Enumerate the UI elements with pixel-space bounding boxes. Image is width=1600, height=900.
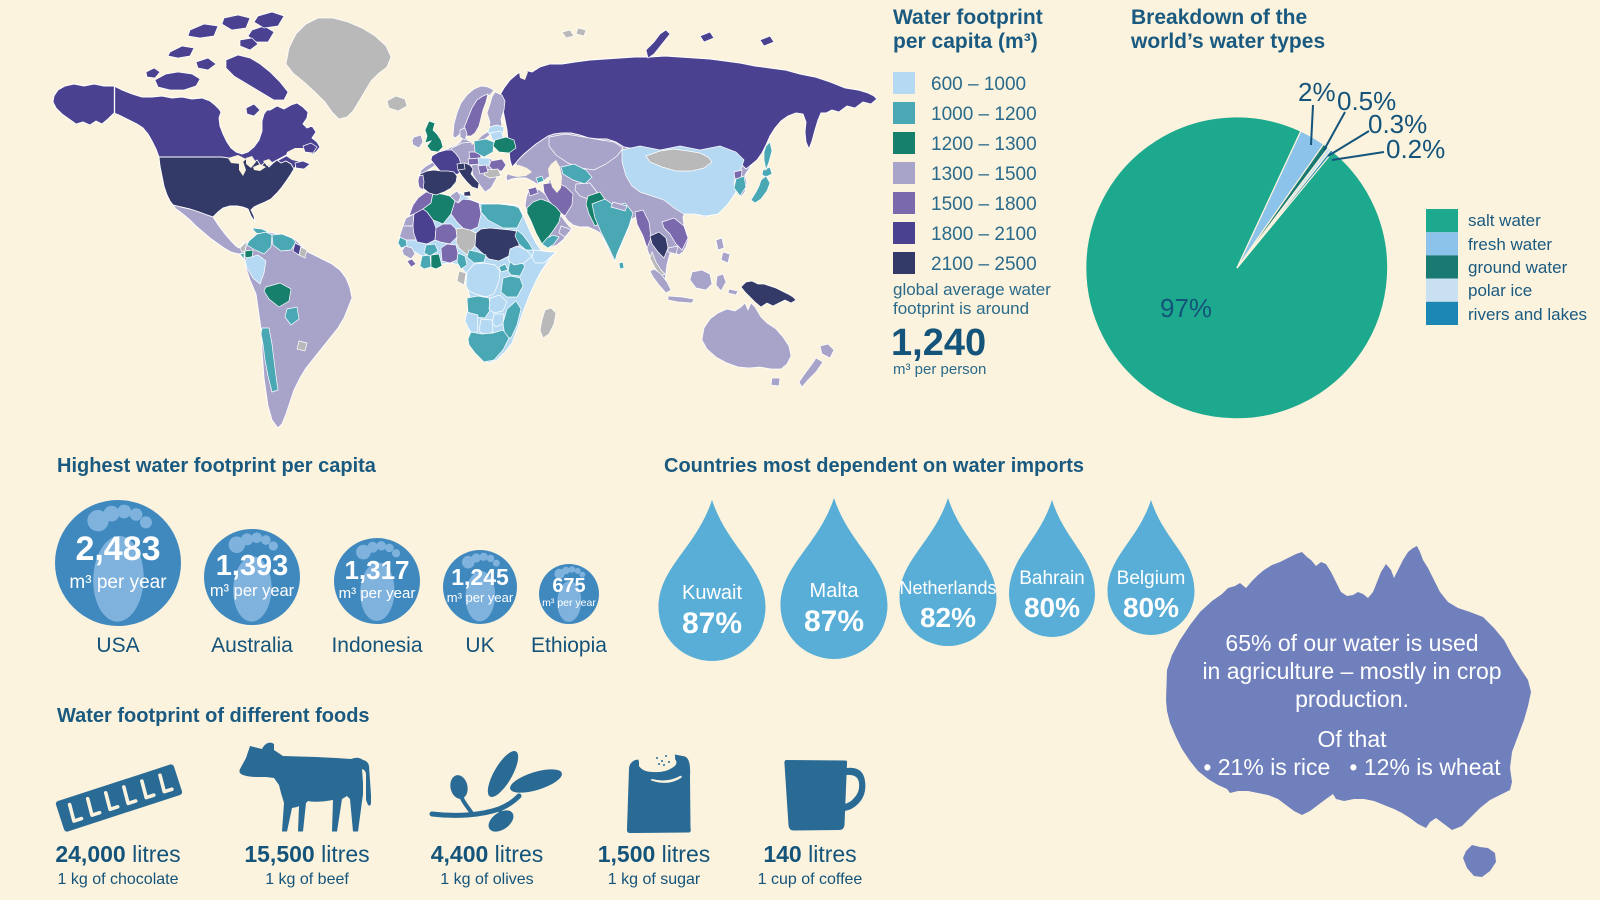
svg-text:Bahrain: Bahrain: [1019, 568, 1085, 589]
svg-text:2%: 2%: [1298, 77, 1336, 107]
svg-text:Ethiopia: Ethiopia: [531, 634, 607, 657]
svg-text:82%: 82%: [920, 602, 976, 633]
svg-text:ground water: ground water: [1468, 258, 1568, 277]
svg-text:600 – 1000: 600 – 1000: [931, 74, 1026, 95]
svg-text:1000 – 1200: 1000 – 1200: [931, 104, 1037, 125]
svg-text:1,240: 1,240: [891, 322, 986, 364]
svg-text:m³ per year: m³ per year: [339, 585, 416, 602]
svg-text:1300 – 1500: 1300 – 1500: [931, 164, 1037, 185]
svg-text:65% of our water is used: 65% of our water is used: [1225, 630, 1478, 656]
svg-text:m³ per year: m³ per year: [210, 582, 295, 600]
svg-text:0.3%: 0.3%: [1368, 109, 1427, 139]
svg-text:footprint is around: footprint is around: [893, 299, 1029, 318]
svg-text:per capita (m³): per capita (m³): [893, 30, 1038, 53]
svg-text:Malta: Malta: [810, 580, 860, 602]
svg-text:UK: UK: [465, 634, 494, 657]
svg-text:1,245: 1,245: [451, 564, 509, 590]
svg-text:2100 – 2500: 2100 – 2500: [931, 254, 1037, 275]
svg-text:m³ per person: m³ per person: [893, 361, 986, 378]
svg-text:1200 – 1300: 1200 – 1300: [931, 134, 1037, 155]
svg-text:Netherlands: Netherlands: [899, 578, 996, 598]
svg-text:Of that: Of that: [1317, 726, 1387, 752]
svg-text:Belgium: Belgium: [1117, 568, 1186, 589]
svg-text:Highest water footprint per ca: Highest water footprint per capita: [57, 455, 377, 477]
svg-text:24,000 litres: 24,000 litres: [55, 841, 180, 867]
svg-text:87%: 87%: [682, 607, 742, 640]
svg-text:Countries most dependent on wa: Countries most dependent on water import…: [664, 455, 1084, 477]
svg-text:1 kg of chocolate: 1 kg of chocolate: [58, 871, 179, 888]
svg-text:1 kg of beef: 1 kg of beef: [265, 871, 349, 888]
svg-text:in agriculture – mostly in cro: in agriculture – mostly in crop: [1202, 658, 1501, 684]
svg-text:production.: production.: [1295, 686, 1409, 712]
svg-text:Indonesia: Indonesia: [331, 634, 422, 657]
svg-text:1800 – 2100: 1800 – 2100: [931, 224, 1037, 245]
svg-text:1 kg of olives: 1 kg of olives: [440, 871, 533, 888]
svg-text:world’s water types: world’s water types: [1130, 30, 1325, 53]
svg-text:1 cup of coffee: 1 cup of coffee: [758, 871, 863, 888]
svg-text:0.2%: 0.2%: [1386, 134, 1445, 164]
svg-text:Australia: Australia: [211, 634, 293, 657]
svg-text:4,400 litres: 4,400 litres: [431, 841, 544, 867]
svg-text:87%: 87%: [804, 605, 864, 638]
svg-text:Kuwait: Kuwait: [682, 582, 742, 604]
svg-text:80%: 80%: [1123, 592, 1179, 623]
svg-text:Breakdown of the: Breakdown of the: [1131, 6, 1307, 29]
svg-text:97%: 97%: [1160, 293, 1212, 323]
svg-text:m³ per year: m³ per year: [542, 597, 596, 609]
svg-text:80%: 80%: [1024, 592, 1080, 623]
svg-text:1,317: 1,317: [344, 555, 409, 585]
svg-text:Water footprint of different f: Water footprint of different foods: [57, 705, 370, 727]
svg-text:1,393: 1,393: [216, 550, 289, 582]
svg-text:140 litres: 140 litres: [763, 841, 856, 867]
svg-text:fresh water: fresh water: [1468, 235, 1552, 254]
svg-text:1500 – 1800: 1500 – 1800: [931, 194, 1037, 215]
svg-text:2,483: 2,483: [75, 530, 160, 568]
svg-text:rivers and lakes: rivers and lakes: [1468, 305, 1587, 324]
svg-text:salt water: salt water: [1468, 211, 1541, 230]
svg-text:15,500 litres: 15,500 litres: [244, 841, 369, 867]
svg-text:1 kg of sugar: 1 kg of sugar: [608, 871, 701, 888]
svg-text:global average water: global average water: [893, 280, 1051, 299]
svg-text:1,500 litres: 1,500 litres: [598, 841, 711, 867]
svg-text:m³ per year: m³ per year: [69, 572, 167, 593]
svg-text:USA: USA: [96, 634, 139, 657]
svg-text:• 21% is rice • 12% is wheat: • 21% is rice • 12% is wheat: [1203, 754, 1501, 780]
svg-text:675: 675: [552, 575, 585, 597]
svg-text:polar ice: polar ice: [1468, 281, 1532, 300]
svg-text:0.5%: 0.5%: [1337, 86, 1396, 116]
svg-text:Water footprint: Water footprint: [893, 6, 1043, 29]
svg-text:m³ per year: m³ per year: [447, 590, 514, 605]
